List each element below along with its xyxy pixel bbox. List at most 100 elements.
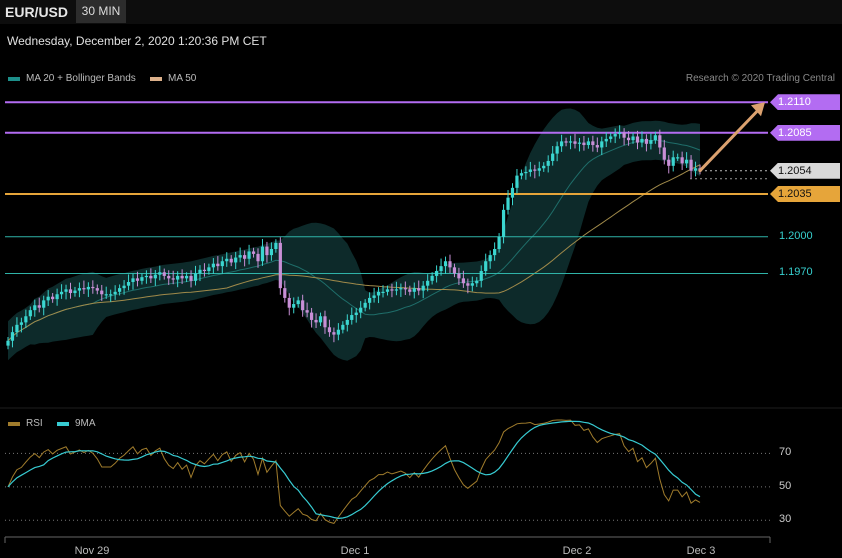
candle xyxy=(680,157,684,164)
candle xyxy=(662,147,666,160)
x-axis-label: Dec 3 xyxy=(686,545,716,557)
candle xyxy=(649,140,653,144)
candle xyxy=(77,288,82,291)
candle xyxy=(542,165,546,169)
candle xyxy=(216,263,220,267)
candle xyxy=(153,274,157,279)
candle xyxy=(408,289,412,292)
candle xyxy=(318,316,323,323)
candle xyxy=(403,288,407,290)
candle xyxy=(644,138,649,144)
ma50-line xyxy=(7,164,701,342)
candle xyxy=(613,134,617,137)
candle xyxy=(618,132,622,135)
rsi-tick-50: 50 xyxy=(779,479,792,492)
candle xyxy=(314,319,318,323)
candle xyxy=(301,300,305,311)
ma50-swatch xyxy=(150,76,162,81)
level-label-1.2035: 1.2035 xyxy=(770,185,840,202)
candle xyxy=(131,278,135,283)
timestamp: Wednesday, December 2, 2020 1:20:36 PM C… xyxy=(7,34,267,48)
candle xyxy=(426,280,430,286)
candle xyxy=(323,316,327,328)
candle xyxy=(274,242,278,249)
rsi-tick-70: 70 xyxy=(779,446,792,459)
candle xyxy=(55,294,59,300)
candle xyxy=(519,173,524,176)
candle xyxy=(59,291,64,295)
candle xyxy=(452,267,457,274)
x-axis-label: Nov 29 xyxy=(74,545,110,557)
candle xyxy=(176,275,180,280)
bollinger-band xyxy=(8,108,700,361)
candle xyxy=(537,168,541,171)
candle xyxy=(354,312,358,316)
candle xyxy=(591,141,595,146)
candle xyxy=(305,310,309,313)
candle xyxy=(158,272,162,275)
candle xyxy=(19,322,24,325)
candle xyxy=(95,288,99,291)
candle xyxy=(28,310,32,317)
candle xyxy=(466,283,470,286)
candle xyxy=(479,271,483,281)
rsi-label: RSI xyxy=(26,418,43,429)
candle xyxy=(118,288,122,292)
candle xyxy=(91,286,95,289)
candle xyxy=(501,209,506,237)
level-label-1.2000: 1.2000 xyxy=(779,229,813,242)
candle xyxy=(600,141,604,148)
candle xyxy=(493,249,497,256)
candle xyxy=(225,258,229,262)
candle xyxy=(622,132,626,138)
candle xyxy=(251,251,256,254)
projection-arrowhead xyxy=(751,102,765,117)
candle xyxy=(100,290,104,295)
candle xyxy=(368,297,372,303)
candle xyxy=(113,291,117,295)
level-label-1.2085: 1.2085 xyxy=(770,124,840,141)
candle xyxy=(171,278,175,280)
candle xyxy=(68,289,73,294)
candle xyxy=(229,258,233,263)
candle xyxy=(461,278,465,284)
candle xyxy=(122,285,126,289)
level-label-1.2054: 1.2054 xyxy=(770,162,840,179)
candle xyxy=(653,135,657,141)
candle xyxy=(524,171,528,174)
candle xyxy=(345,319,349,325)
candle xyxy=(24,316,28,323)
candle xyxy=(243,255,247,259)
toolbar: EUR/USD 30 MIN xyxy=(0,0,842,24)
candle xyxy=(51,296,55,300)
rsi-swatch xyxy=(8,421,20,426)
candle xyxy=(10,332,15,341)
candle xyxy=(595,145,599,148)
timeframe-button[interactable]: 30 MIN xyxy=(76,0,126,23)
candle xyxy=(278,242,282,289)
candle xyxy=(86,286,90,290)
candle xyxy=(167,275,171,279)
candle xyxy=(412,288,416,292)
candle xyxy=(64,289,68,292)
candle xyxy=(234,257,238,263)
candle xyxy=(417,288,421,291)
symbol-title: EUR/USD xyxy=(5,4,69,20)
candle xyxy=(448,261,452,268)
candle xyxy=(488,255,492,262)
candle xyxy=(689,159,693,171)
candle xyxy=(144,275,149,278)
candle xyxy=(626,137,631,141)
candle xyxy=(198,269,202,274)
candle xyxy=(381,291,385,294)
candle xyxy=(269,249,274,256)
projection-arrow xyxy=(698,107,761,173)
candle xyxy=(582,142,586,146)
candle xyxy=(211,263,215,268)
candle xyxy=(327,327,332,333)
candle xyxy=(189,275,193,281)
candle xyxy=(193,273,198,281)
candle xyxy=(247,251,251,259)
candle xyxy=(555,146,559,154)
